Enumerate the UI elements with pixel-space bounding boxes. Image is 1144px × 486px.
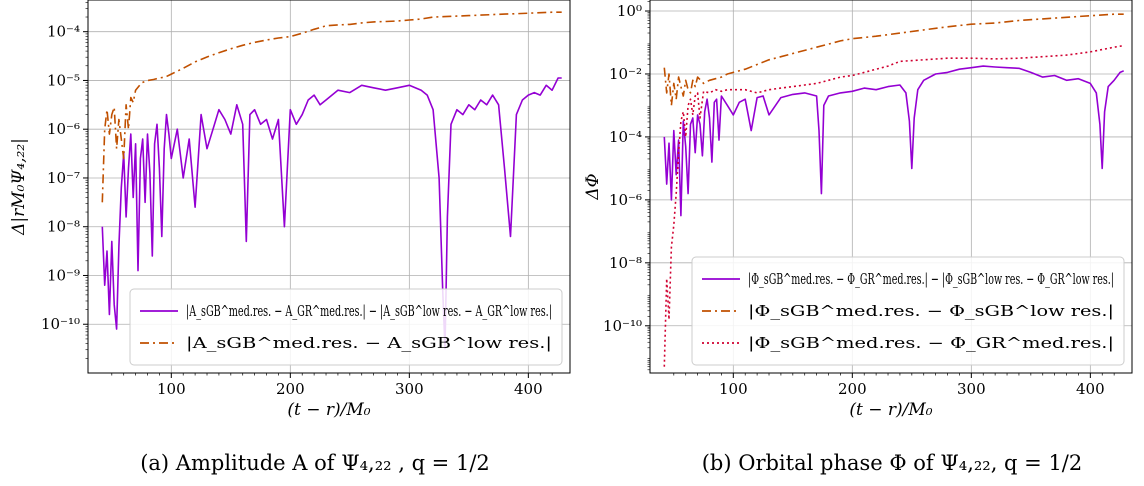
y-tick-label: 10⁻⁴ [47, 23, 80, 41]
y-tick-label: 10⁻¹⁰ [603, 317, 642, 335]
legend-entry-label: |A_sGB^med.res. − A_sGB^low res.| [186, 334, 552, 352]
panel-a-caption: (a) Amplitude A of Ψ₄,₂₂ , q = 1/2 [140, 451, 490, 475]
panel-b-caption: (b) Orbital phase Φ of Ψ₄,₂₂, q = 1/2 [702, 451, 1083, 475]
y-tick-label: 10⁻⁸ [609, 254, 642, 272]
series-line-3 [663, 44, 1124, 367]
panel-a-series [101, 11, 562, 350]
series-line-1 [663, 65, 1125, 217]
y-tick-label: 10⁻⁶ [609, 191, 642, 209]
x-tick-label: 100 [719, 380, 748, 398]
y-tick-label: 10⁻⁶ [47, 120, 80, 138]
y-tick-label: 10⁻⁹ [47, 266, 80, 284]
legend-box [129, 288, 563, 366]
legend-entry-label: |Φ_sGB^med.res. − Φ_sGB^low res.| [748, 302, 1114, 320]
y-tick-label: 10⁻⁵ [47, 71, 80, 89]
legend-box [691, 256, 1125, 366]
series-line-2 [101, 11, 562, 203]
legend-entry-label: |A_sGB^med.res. − A_GR^med.res.| − |A_sG… [186, 302, 552, 320]
legend-entry-label: |Φ_sGB^med.res. − Φ_GR^med.res.| − |Φ_sG… [748, 270, 1114, 288]
x-tick-label: 200 [838, 380, 867, 398]
x-tick-label: 200 [276, 380, 305, 398]
y-tick-label: 10⁻² [609, 65, 642, 83]
y-tick-label: 10⁻⁸ [47, 218, 80, 236]
panel-a-amplitude: 100 200 300 400 10⁻⁴ 10⁻⁵ 10⁻⁶ 10⁻⁷ 10⁻⁸ 10⁻⁹ 10⁻¹… [9, 0, 571, 475]
series-line-1 [101, 77, 562, 350]
panel-a-ylabel: Δ|rM₀Ψ₄,₂₂| [9, 138, 29, 236]
x-tick-label: 300 [395, 380, 424, 398]
y-tick-label: 10⁻⁷ [47, 169, 80, 187]
panel-b-ylabel: ΔΦ [583, 173, 603, 200]
y-tick-label: 10⁰ [617, 2, 642, 20]
panel-a-frame [87, 0, 571, 374]
panel-b-xlabel: (t − r)/M₀ [849, 400, 932, 420]
panel-a-xlabel: (t − r)/M₀ [287, 400, 370, 420]
panel-b-series [663, 13, 1125, 367]
legend-entry-label: |Φ_sGB^med.res. − Φ_GR^med.res.| [748, 334, 1114, 352]
x-tick-label: 300 [957, 380, 986, 398]
y-tick-label: 10⁻⁴ [609, 128, 642, 146]
x-tick-label: 400 [1076, 380, 1105, 398]
x-tick-label: 100 [157, 380, 186, 398]
panel-a-legend: |A_sGB^med.res. − A_GR^med.res.| − |A_sG… [129, 288, 563, 366]
panel-a-ticks: 100 200 300 400 10⁻⁴ 10⁻⁵ 10⁻⁶ 10⁻⁷ 10⁻⁸ 10⁻⁹ 10⁻¹… [41, 2, 553, 398]
x-tick-label: 400 [514, 380, 543, 398]
panel-b-frame [649, 0, 1133, 374]
panel-b-legend: |Φ_sGB^med.res. − Φ_GR^med.res.| − |Φ_sG… [691, 256, 1125, 366]
y-tick-label: 10⁻¹⁰ [41, 315, 80, 333]
panel-b-ticks: 100 200 300 400 10⁰ 10⁻² 10⁻⁴ 10⁻⁶ 10⁻⁸ 10⁻¹⁰ [603, 1, 1115, 398]
series-line-2 [663, 13, 1124, 107]
